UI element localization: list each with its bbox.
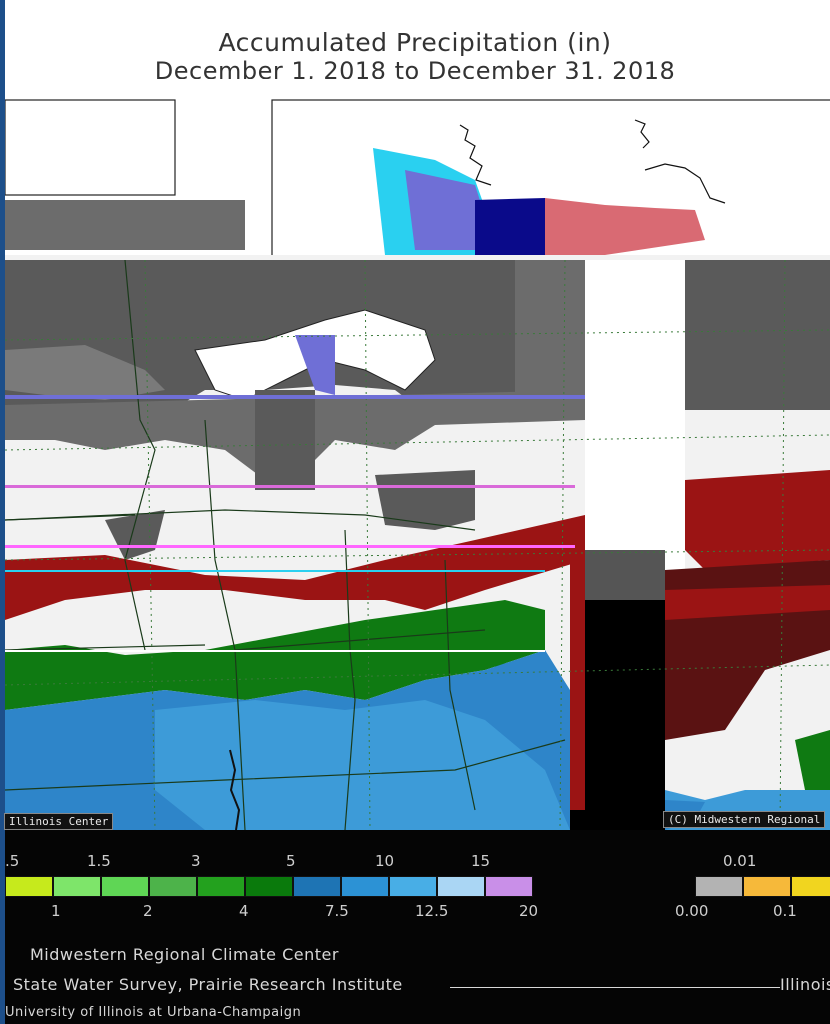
legend-tick-bottom: 7.5	[325, 902, 349, 920]
lat-lon-grid	[5, 259, 830, 830]
legend-swatch	[245, 876, 293, 897]
legend-swatch	[149, 876, 197, 897]
legend-swatch	[437, 876, 485, 897]
map-tag-right: (C) Midwestern Regional	[663, 811, 826, 828]
precipitation-map	[5, 90, 830, 830]
region-pink	[545, 198, 705, 255]
region-light-blue	[155, 700, 570, 830]
legend-tick-bottom: 1	[51, 902, 61, 920]
legend-swatch	[389, 876, 437, 897]
legend-swatch	[341, 876, 389, 897]
legend-tick-top: 1.5	[87, 852, 111, 870]
legend-swatch	[197, 876, 245, 897]
glitch-column-1	[515, 260, 585, 395]
legend-tick-bottom: 20	[519, 902, 539, 920]
credit-uiuc: University of Illinois at Urbana-Champai…	[5, 1005, 302, 1020]
legend-tick-top: .5	[5, 852, 20, 870]
legend-tick-bottom: 12.5	[415, 902, 449, 920]
map-title: Accumulated Precipitation (in)	[218, 28, 612, 57]
legend-tick-top: 5	[286, 852, 296, 870]
region-green	[5, 600, 545, 710]
map-subtitle: December 1, 2018 to December 31, 2018	[154, 57, 676, 79]
credit-rule	[450, 987, 780, 988]
region-gray-erie	[375, 470, 475, 530]
region-red-east	[685, 470, 830, 570]
legend-swatch	[791, 876, 830, 897]
credit-isws: State Water Survey, Prairie Research Ins…	[13, 975, 403, 994]
legend-tick-bottom: 4	[239, 902, 249, 920]
credit-isws-right: Illinois	[780, 975, 830, 994]
legend-swatch	[485, 876, 533, 897]
river	[229, 749, 241, 830]
region-gray-east	[685, 260, 830, 410]
legend-tick-bottom: 0.1	[773, 902, 797, 920]
glitch-black-block	[585, 600, 665, 810]
legend-tick-top: 3	[191, 852, 201, 870]
glitch-strip	[5, 200, 245, 250]
legend-swatch	[5, 876, 53, 897]
legend-swatch	[53, 876, 101, 897]
credit-mrcc: Midwestern Regional Climate Center	[30, 945, 339, 964]
legend-swatch	[101, 876, 149, 897]
legend-tick-top: 10	[375, 852, 395, 870]
legend-tick-bottom: 0.00	[675, 902, 709, 920]
map-tag-left: Illinois Center	[4, 813, 114, 830]
region-gray-west	[5, 345, 165, 400]
legend-tick-bottom: 2	[143, 902, 153, 920]
legend-tick-top: 0.01	[723, 852, 757, 870]
region-red	[5, 515, 585, 620]
legend-swatch	[695, 876, 743, 897]
scanline-artifacts	[5, 395, 585, 652]
state-borders	[5, 259, 566, 830]
legend-tick-top: 15	[471, 852, 491, 870]
inset-box-left	[5, 99, 176, 196]
left-edge-bar	[0, 0, 5, 1024]
legend-swatch	[293, 876, 341, 897]
region-purple-north	[405, 170, 483, 250]
region-navy	[475, 198, 565, 255]
legend-swatch	[743, 876, 791, 897]
legend-panel: .5 1.5 3 5 10 15 1 2 4 7.5 12.5 20 0.01 0.00 0.1 Mi…	[5, 830, 830, 1024]
region-purple-michigan	[295, 335, 335, 395]
